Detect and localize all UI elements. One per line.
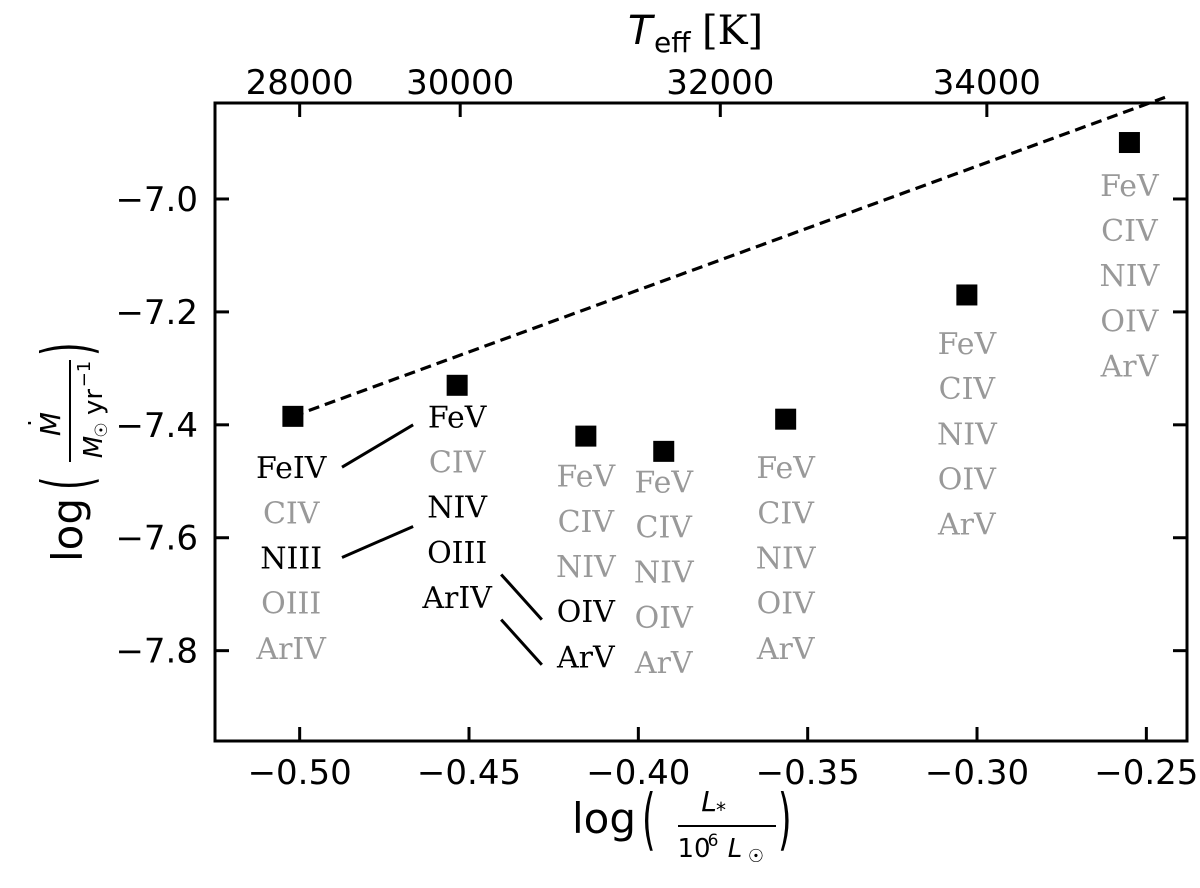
ion-label: NIV xyxy=(1100,259,1161,294)
y-tick-label: −7.6 xyxy=(115,519,198,559)
y-tick-label: −7.8 xyxy=(115,632,198,672)
svg-text:M: M xyxy=(79,436,109,458)
ion-label: ArV xyxy=(634,646,694,681)
label-connector-line xyxy=(341,525,414,559)
label-connector-line xyxy=(500,573,543,621)
x-tick-label: −0.30 xyxy=(925,753,1029,793)
ion-label: FeIV xyxy=(256,451,328,486)
ion-label: OIV xyxy=(635,601,694,636)
ion-label: NIV xyxy=(634,556,695,591)
x-axis-title: log ( L * 10 6 L ☉ ) xyxy=(572,781,792,867)
data-point-square xyxy=(575,425,597,447)
ion-label: CIV xyxy=(757,496,815,531)
x-axis-title-paren-right: ) xyxy=(778,781,792,859)
ion-label: ArV xyxy=(756,632,816,667)
svg-text:T: T xyxy=(628,8,656,54)
svg-text:[K]: [K] xyxy=(702,8,763,54)
label-connector-line xyxy=(341,423,414,469)
svg-text:log: log xyxy=(572,794,636,843)
svg-text:10: 10 xyxy=(677,834,710,864)
svg-text:−1: −1 xyxy=(74,361,95,388)
ion-label: ArV xyxy=(937,508,997,543)
x-tick-label: −0.25 xyxy=(1094,753,1198,793)
data-point-square xyxy=(446,374,468,396)
ion-label: NIII xyxy=(260,542,322,577)
svg-text:☉: ☉ xyxy=(748,846,764,867)
top-tick-label: 28000 xyxy=(246,63,354,103)
y-tick-label: −7.2 xyxy=(115,293,198,333)
ticks-layer: −0.50 −0.45 −0.40 −0.35 −0.30 −0.25 −7.0 −7.2 −7… xyxy=(115,63,1198,793)
data-point-square xyxy=(1118,132,1140,154)
data-point-square xyxy=(956,284,978,306)
ion-label: OIV xyxy=(1100,304,1159,339)
top-tick-label: 34000 xyxy=(933,63,1041,103)
y-tick-label: −7.0 xyxy=(115,180,198,220)
data-point-square xyxy=(653,440,675,462)
ion-label: FeV xyxy=(756,451,816,486)
svg-text:L: L xyxy=(728,834,743,864)
svg-text:L: L xyxy=(701,785,717,818)
top-tick-label: 30000 xyxy=(406,63,514,103)
ion-label: NIV xyxy=(937,417,998,452)
ion-label: CIV xyxy=(939,372,997,407)
ion-label: NIV xyxy=(427,491,488,526)
ion-label: CIV xyxy=(263,496,321,531)
ion-label: OIV xyxy=(557,595,616,630)
marks-layer: FeIV CIV NIII OIII ArIV FeV CIV NIV OIII ArIV FeV C… xyxy=(255,132,1161,681)
svg-text:☉: ☉ xyxy=(92,422,112,437)
y-tick-label: −7.4 xyxy=(115,406,198,446)
ion-label: CIV xyxy=(636,510,694,545)
x-tick-label: −0.45 xyxy=(417,753,521,793)
svg-text:*: * xyxy=(716,798,726,822)
svg-text:yr: yr xyxy=(79,389,109,415)
x-tick-label: −0.50 xyxy=(248,753,352,793)
ion-label: CIV xyxy=(1101,214,1159,249)
ion-label: NIV xyxy=(756,542,817,577)
x-tick-label: −0.35 xyxy=(756,753,860,793)
ion-label: NIV xyxy=(556,550,617,585)
svg-text:(: ( xyxy=(28,476,106,490)
ion-label: OIV xyxy=(757,587,816,622)
label-connector-line xyxy=(500,618,543,666)
ion-label: FeV xyxy=(1100,169,1160,204)
ion-label: FeV xyxy=(428,400,488,435)
top-tick-label: 32000 xyxy=(666,63,774,103)
svg-text:log: log xyxy=(43,498,92,562)
ion-label: OIII xyxy=(261,587,321,622)
ion-label: CIV xyxy=(558,505,616,540)
x-axis-title-paren-left: ( xyxy=(642,781,656,859)
top-axis-title: T eff [K] xyxy=(628,8,763,59)
ion-label: FeV xyxy=(557,460,617,495)
svg-text:): ) xyxy=(28,342,106,356)
ion-label: ArV xyxy=(556,640,616,675)
svg-text:·: · xyxy=(16,419,44,427)
y-axis-title: log ( M · M ☉ yr −1 ) xyxy=(16,342,112,562)
data-point-square xyxy=(282,405,304,427)
plot-layer xyxy=(292,95,1166,666)
ion-label: FeV xyxy=(938,327,998,362)
svg-text:M: M xyxy=(34,412,67,436)
ion-label: OIV xyxy=(938,462,997,497)
ion-label: OIII xyxy=(427,536,487,571)
plot-frame xyxy=(213,101,1189,743)
x-tick-label: −0.40 xyxy=(586,753,690,793)
svg-text:eff: eff xyxy=(654,26,691,59)
data-point-square xyxy=(775,408,797,430)
svg-text:6: 6 xyxy=(708,831,719,851)
ion-label: ArIV xyxy=(255,632,327,667)
ion-label: ArIV xyxy=(421,581,493,616)
reference-dashed-line xyxy=(292,95,1166,418)
ion-label: CIV xyxy=(429,446,487,481)
ion-label: ArV xyxy=(1100,350,1160,385)
ion-label: FeV xyxy=(634,465,694,500)
